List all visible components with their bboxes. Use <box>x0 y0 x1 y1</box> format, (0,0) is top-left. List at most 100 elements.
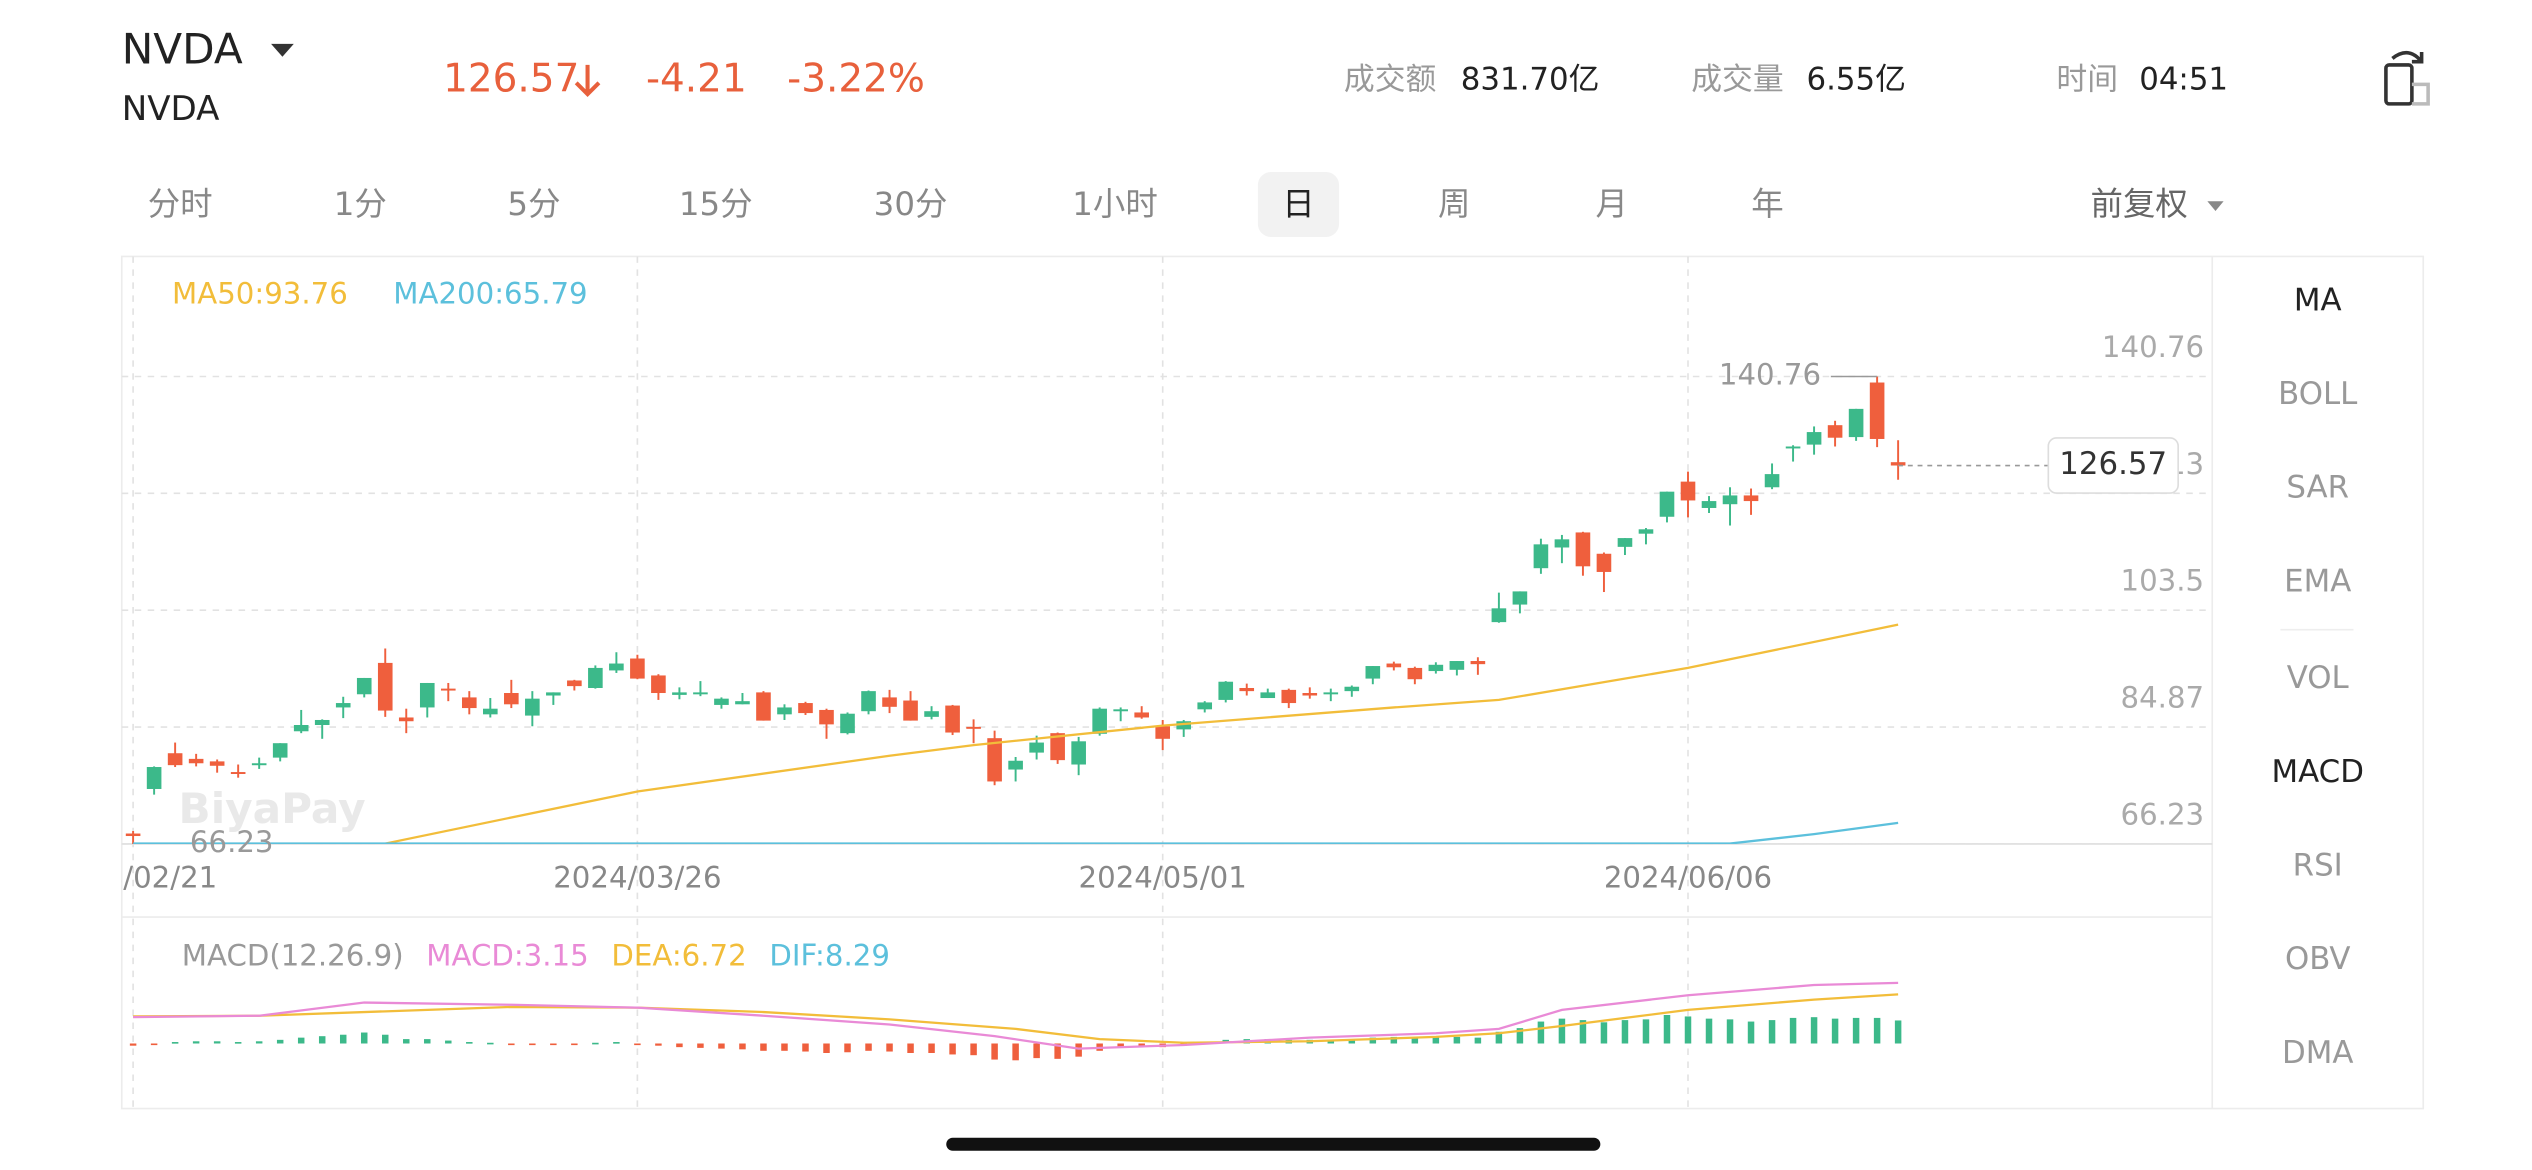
candle-body <box>1029 742 1044 753</box>
candle-body <box>1260 692 1276 699</box>
candle-body <box>1008 760 1023 770</box>
period-tab[interactable]: 30分 <box>874 185 948 223</box>
macd-bar <box>1789 1017 1797 1044</box>
macd-bar <box>1453 1036 1461 1044</box>
indicator-option[interactable]: OBV <box>2285 941 2351 977</box>
macd-bar <box>970 1043 977 1056</box>
indicator-option[interactable]: DMA <box>2282 1035 2353 1071</box>
macd-bar <box>1705 1018 1713 1044</box>
period-tab[interactable]: 分时 <box>148 185 213 223</box>
candle-body <box>1365 666 1381 679</box>
candle-body <box>1680 481 1696 501</box>
x-tick-label: 2024/06/06 <box>1604 861 1772 895</box>
indicator-option[interactable]: EMA <box>2284 563 2351 599</box>
rotate-icon[interactable] <box>2384 50 2430 106</box>
candle-body <box>882 697 897 707</box>
indicator-option[interactable]: MA <box>2294 282 2342 318</box>
candle-body <box>798 703 813 714</box>
candle-body <box>335 703 351 708</box>
period-tab[interactable]: 1分 <box>334 185 387 223</box>
macd-bar <box>192 1041 200 1044</box>
macd-bar <box>718 1043 725 1049</box>
x-tick-label: 2024/03/26 <box>553 861 721 895</box>
indicator-option[interactable]: BOLL <box>2278 376 2358 412</box>
candle-body <box>1554 539 1570 548</box>
macd-bar <box>1537 1021 1545 1044</box>
macd-bar <box>907 1043 914 1053</box>
candle-body <box>756 692 771 721</box>
macd-bar <box>697 1043 704 1048</box>
legend-entry: DEA:6.72 <box>611 939 746 973</box>
candle-body <box>1071 741 1086 765</box>
candle-body <box>672 692 687 695</box>
candle-body <box>1113 709 1128 712</box>
candle-body <box>125 833 141 837</box>
candle-body <box>1785 446 1801 449</box>
candle-body <box>609 663 624 671</box>
candle-body <box>251 763 267 766</box>
macd-bar <box>1369 1037 1377 1044</box>
legend-entry: DIF:8.29 <box>769 939 890 973</box>
macd-bar <box>1747 1021 1755 1044</box>
macd-bar <box>676 1043 683 1048</box>
macd-bar <box>571 1043 578 1046</box>
period-tab[interactable]: 15分 <box>679 185 753 223</box>
candle-body <box>1491 608 1507 623</box>
candle-body <box>1701 501 1717 508</box>
time-label: 时间 <box>2056 62 2118 98</box>
period-tab[interactable]: 日 <box>1282 185 1314 223</box>
symbol[interactable]: NVDA <box>122 24 243 73</box>
candle-body <box>398 717 414 722</box>
period-tab[interactable]: 年 <box>1751 185 1783 223</box>
macd-bar <box>991 1043 998 1060</box>
candle-body <box>1134 712 1149 718</box>
macd-bar <box>318 1036 326 1044</box>
candle-body <box>525 698 540 716</box>
candle-body <box>1512 591 1528 605</box>
candle-body <box>1449 661 1465 670</box>
macd-bar <box>1684 1016 1692 1044</box>
indicator-option[interactable]: VOL <box>2287 660 2350 696</box>
candle-body <box>1596 553 1612 572</box>
macd-bar <box>1873 1017 1881 1044</box>
symbol-dropdown[interactable] <box>271 43 294 57</box>
period-tab[interactable]: 5分 <box>507 185 560 223</box>
legend-entry: MA50:93.76 <box>172 276 348 310</box>
candle-body <box>1638 529 1654 534</box>
candle-body <box>546 692 561 696</box>
volume-label: 成交量 <box>1691 62 1784 98</box>
period-tab[interactable]: 周 <box>1438 185 1470 223</box>
candle-body <box>1890 462 1906 466</box>
candle-body <box>440 688 456 691</box>
indicator-option[interactable]: SAR <box>2286 470 2349 506</box>
candle-body <box>1617 538 1633 547</box>
price: 126.57 <box>443 57 579 102</box>
macd-bar <box>1495 1031 1503 1044</box>
macd-bar <box>1033 1043 1040 1059</box>
candle-body <box>483 708 498 715</box>
candle-body <box>966 726 981 729</box>
macd-line <box>133 981 1899 1050</box>
adjust-select[interactable]: 前复权 <box>2091 185 2188 223</box>
candle-body <box>1155 726 1171 739</box>
candle-body <box>1470 661 1486 665</box>
macd-bar <box>1138 1043 1145 1047</box>
macd-bar <box>1075 1043 1082 1057</box>
candle-body <box>1197 702 1213 710</box>
period-tab[interactable]: 月 <box>1595 185 1627 223</box>
adjust-dropdown[interactable] <box>2207 201 2224 211</box>
y-tick-label: 84.87 <box>2121 680 2205 714</box>
home-indicator <box>946 1137 1601 1151</box>
candle-body <box>924 711 939 717</box>
indicator-option[interactable]: RSI <box>2293 848 2343 884</box>
macd-bar <box>487 1042 494 1045</box>
candle-body <box>945 705 960 733</box>
legend-entry: MACD:3.15 <box>426 939 588 973</box>
period-tab[interactable]: 1小时 <box>1072 185 1158 223</box>
indicator-option[interactable]: MACD <box>2272 754 2364 790</box>
candle-body <box>630 658 645 679</box>
macd-bar <box>1894 1020 1902 1044</box>
volume: 6.55亿 <box>1806 62 1905 98</box>
candle-body <box>1806 432 1822 445</box>
